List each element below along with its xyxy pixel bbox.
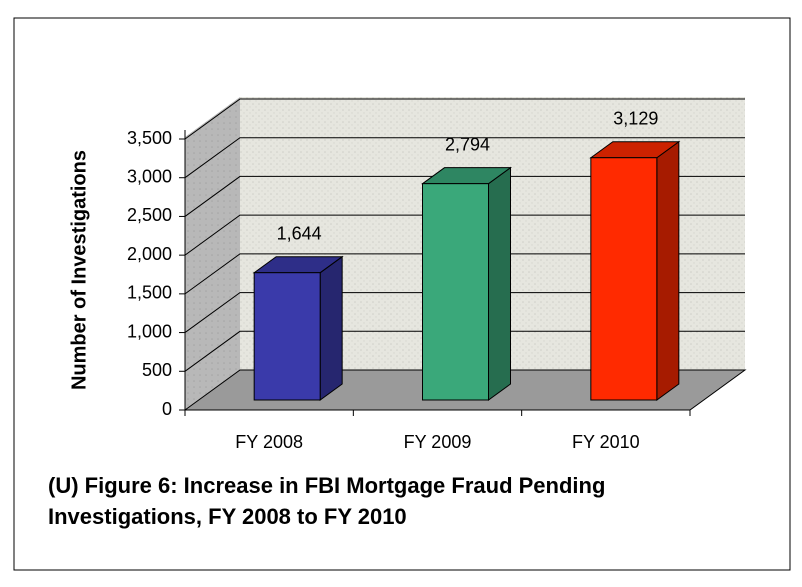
grid-line — [184, 330, 745, 372]
y-tick-label: 2,500 — [127, 205, 172, 225]
y-tick-label: 500 — [142, 360, 172, 380]
value-label: 1,644 — [277, 223, 322, 243]
grid-line — [184, 253, 745, 295]
x-tick-label: FY 2008 — [235, 432, 303, 452]
grid-line — [184, 292, 745, 333]
grid-line — [184, 98, 745, 140]
bar — [253, 272, 321, 401]
y-tick-label: 3,000 — [127, 166, 172, 186]
y-tick-label: 3,500 — [127, 128, 172, 148]
x-tick-label: FY 2010 — [572, 432, 640, 452]
y-tick-label: 1,000 — [127, 321, 172, 341]
y-axis-label: Number of Investigations — [68, 150, 90, 390]
bar-side — [319, 255, 343, 401]
x-tick-label: FY 2009 — [404, 432, 472, 452]
bar-side — [488, 166, 511, 401]
bar — [422, 183, 489, 401]
bar-side — [656, 140, 680, 401]
value-label: 3,129 — [613, 108, 658, 128]
grid-line — [184, 214, 745, 256]
value-label: 2,794 — [445, 134, 490, 154]
bar — [590, 157, 658, 401]
grid-line — [184, 137, 745, 179]
y-tick-label: 0 — [162, 399, 172, 419]
y-tick-label: 2,000 — [127, 244, 172, 264]
grid-line — [184, 175, 745, 217]
y-tick-label: 1,500 — [127, 283, 172, 303]
caption: (U) Figure 6: Increase in FBI Mortgage F… — [48, 473, 606, 529]
side-wall — [185, 97, 240, 410]
